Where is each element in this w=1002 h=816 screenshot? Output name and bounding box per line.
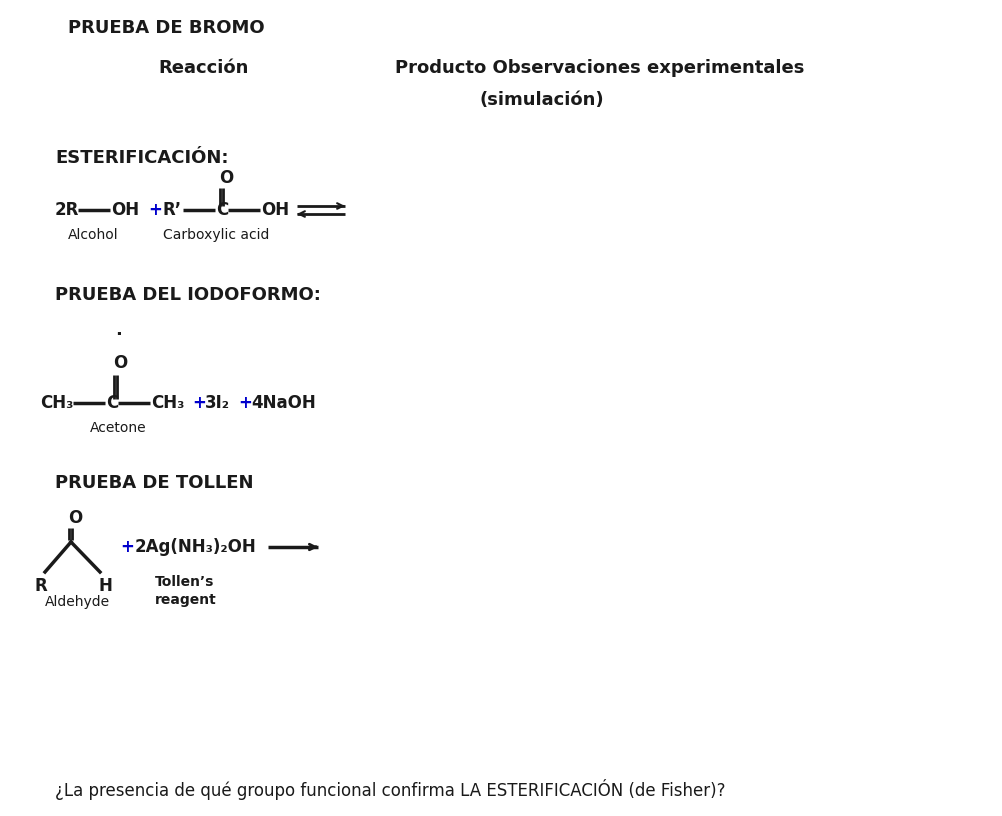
Text: CH₃: CH₃ — [151, 394, 184, 412]
Text: Aldehyde: Aldehyde — [45, 595, 110, 609]
Text: Producto Observaciones experimentales: Producto Observaciones experimentales — [395, 59, 804, 77]
Text: CH₃: CH₃ — [40, 394, 73, 412]
Text: reagent: reagent — [155, 593, 216, 607]
Text: Carboxylic acid: Carboxylic acid — [163, 228, 270, 242]
Text: ESTERIFICACIÓN:: ESTERIFICACIÓN: — [55, 149, 228, 167]
Text: Reacción: Reacción — [158, 59, 248, 77]
Text: O: O — [113, 354, 127, 372]
Text: OH: OH — [261, 201, 289, 219]
Text: +: + — [120, 538, 133, 556]
Text: R’: R’ — [163, 201, 182, 219]
Text: O: O — [218, 169, 233, 187]
Text: +: + — [191, 394, 205, 412]
Text: 2R: 2R — [55, 201, 79, 219]
Text: 2Ag(NH₃)₂OH: 2Ag(NH₃)₂OH — [135, 538, 257, 556]
Text: C: C — [215, 201, 228, 219]
Text: PRUEBA DEL IODOFORMO:: PRUEBA DEL IODOFORMO: — [55, 286, 321, 304]
Text: R: R — [35, 577, 48, 595]
Text: 3I₂: 3I₂ — [204, 394, 229, 412]
Text: Alcohol: Alcohol — [68, 228, 118, 242]
Text: ¿La presencia de qué groupo funcional confirma LA ESTERIFICACIÓN (de Fisher)?: ¿La presencia de qué groupo funcional co… — [55, 779, 724, 800]
Text: ·: · — [115, 326, 122, 344]
Text: 4NaOH: 4NaOH — [250, 394, 316, 412]
Text: PRUEBA DE BROMO: PRUEBA DE BROMO — [68, 19, 265, 37]
Text: PRUEBA DE TOLLEN: PRUEBA DE TOLLEN — [55, 474, 254, 492]
Text: H: H — [99, 577, 113, 595]
Text: C: C — [106, 394, 118, 412]
Text: +: + — [148, 201, 161, 219]
Text: Acetone: Acetone — [90, 421, 146, 435]
Text: +: + — [237, 394, 252, 412]
Text: Tollen’s: Tollen’s — [155, 575, 214, 589]
Text: O: O — [68, 509, 82, 527]
Text: OH: OH — [111, 201, 139, 219]
Text: (simulación): (simulación) — [480, 91, 604, 109]
